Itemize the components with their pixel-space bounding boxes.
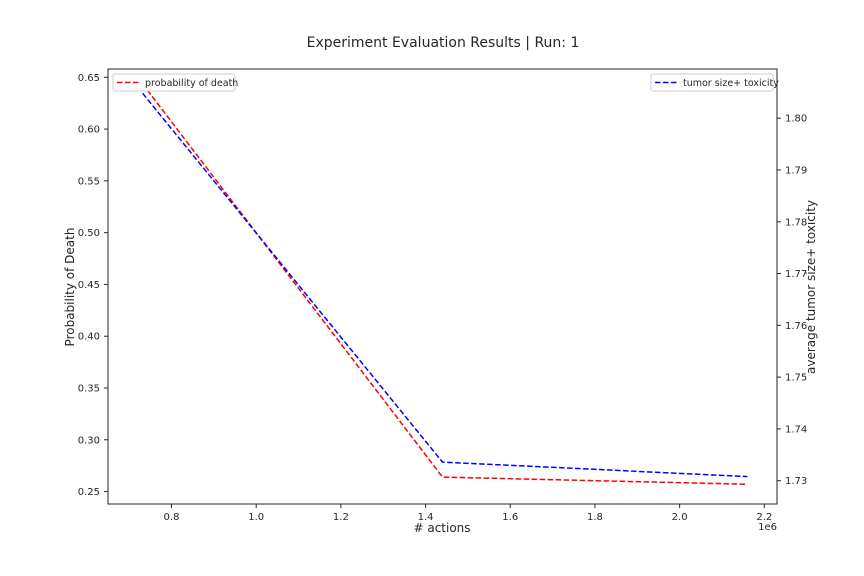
legend-left-label: probability of death <box>145 78 238 89</box>
legend-left-box <box>112 73 236 92</box>
left-y-tick-label: 0.40 <box>78 332 100 343</box>
right-y-tick-label: 1.76 <box>785 321 807 332</box>
x-tick-label: 2.2 <box>756 512 772 523</box>
right-y-axis-ticks: 1.73 1.74 1.75 1.76 1.77 1.78 1.79 1.80 <box>777 114 807 487</box>
x-axis-multiplier: 1e6 <box>758 522 777 533</box>
legend-right-box <box>650 73 774 92</box>
right-y-tick-label: 1.79 <box>785 165 807 176</box>
legend-left: probability of death <box>112 73 238 92</box>
x-tick-label: 1.4 <box>418 512 434 523</box>
right-y-tick-label: 1.78 <box>785 217 807 228</box>
right-y-tick-label: 1.80 <box>785 114 807 125</box>
right-y-tick-label: 1.73 <box>785 476 807 487</box>
legend-right: tumor size+ toxicity <box>650 73 779 92</box>
right-y-tick-label: 1.77 <box>785 269 807 280</box>
series-line-probability-of-death <box>137 76 748 486</box>
plot-area <box>107 68 778 505</box>
series-line-tumor-size-toxicity <box>137 86 748 478</box>
legend-right-label: tumor size+ toxicity <box>683 78 779 89</box>
left-y-tick-label: 0.25 <box>78 487 100 498</box>
x-tick-label: 1.6 <box>502 512 518 523</box>
left-y-axis-label: Probability of Death <box>63 228 77 347</box>
x-tick-label: 2.0 <box>672 512 688 523</box>
x-tick-label: 0.8 <box>164 512 180 523</box>
left-y-tick-label: 0.55 <box>78 176 100 187</box>
x-axis-label: # actions <box>413 521 470 535</box>
left-y-tick-label: 0.60 <box>78 125 100 136</box>
chart-title: Experiment Evaluation Results | Run: 1 <box>307 35 580 51</box>
x-axis-ticks: 0.8 1.0 1.2 1.4 1.6 1.8 2.0 2.2 <box>164 504 772 523</box>
right-y-axis-label: average tumor size+ toxicity <box>804 200 818 374</box>
left-y-tick-label: 0.50 <box>78 228 100 239</box>
left-y-tick-label: 0.65 <box>78 73 100 84</box>
x-tick-label: 1.0 <box>248 512 264 523</box>
left-y-tick-label: 0.30 <box>78 435 100 446</box>
left-y-tick-label: 0.45 <box>78 280 100 291</box>
right-y-tick-label: 1.75 <box>785 373 807 384</box>
x-tick-label: 1.2 <box>333 512 349 523</box>
right-y-tick-label: 1.74 <box>785 424 807 435</box>
left-y-axis-ticks: 0.25 0.30 0.35 0.40 0.45 0.50 0.55 0.60 0.65 <box>78 73 108 498</box>
series-layer <box>137 76 748 486</box>
x-tick-label: 1.8 <box>587 512 603 523</box>
left-y-tick-label: 0.35 <box>78 384 100 395</box>
